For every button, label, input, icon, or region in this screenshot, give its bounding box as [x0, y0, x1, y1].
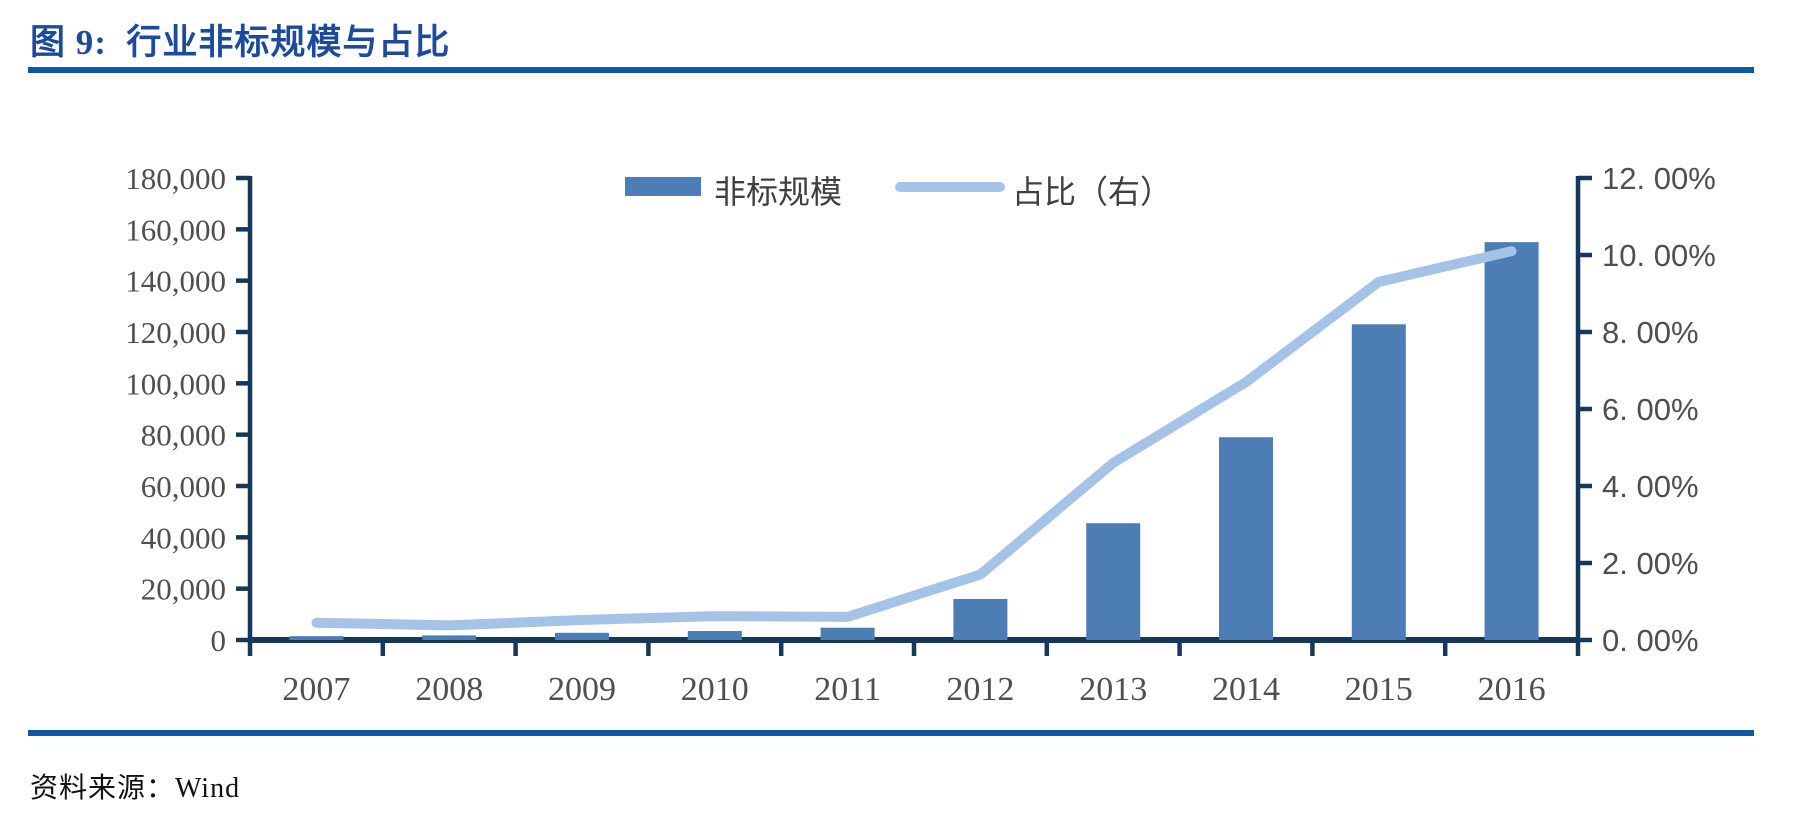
left-axis-tick-label: 180,000 [125, 161, 226, 196]
left-axis-tick-label: 120,000 [125, 315, 226, 350]
proportion-line [311, 246, 1517, 631]
x-axis-tick-label: 2013 [1079, 671, 1147, 708]
right-axis-tick-label: 12. 00% [1602, 161, 1716, 196]
legend-line-label: 占比（右） [1012, 174, 1172, 210]
bar [1219, 437, 1273, 640]
source-rule [28, 730, 1754, 736]
left-axis-tick-label: 160,000 [125, 212, 226, 247]
legend-bar-swatch [625, 177, 701, 196]
x-axis-tick-label: 2008 [415, 671, 483, 708]
bar [1351, 324, 1406, 640]
right-axis-tick-label: 8. 00% [1602, 315, 1699, 350]
bar [1484, 242, 1539, 640]
right-axis-tick-label: 6. 00% [1602, 392, 1699, 427]
right-axis-tick-label: 2. 00% [1602, 546, 1699, 581]
legend: 非标规模 占比（右） [625, 174, 1172, 210]
x-axis-tick-label: 2010 [681, 671, 749, 708]
bar [555, 632, 609, 640]
bar-series [289, 242, 1539, 640]
bar [289, 636, 344, 640]
right-axis-tick-label: 10. 00% [1602, 238, 1716, 273]
left-axis-tick-label: 140,000 [125, 264, 226, 299]
bar [1086, 523, 1141, 640]
x-axis-tick-label: 2009 [548, 671, 616, 708]
bar [820, 627, 875, 640]
legend-bar-label: 非标规模 [714, 174, 842, 210]
left-axis-tick-label: 60,000 [141, 469, 226, 504]
right-axis-tick-label: 4. 00% [1602, 469, 1699, 504]
x-axis-tick-label: 2007 [282, 671, 350, 708]
left-axis-tick-label: 20,000 [141, 572, 226, 607]
source-text: 资料来源：Wind [30, 773, 241, 804]
right-axis-tick-label: 0. 00% [1602, 623, 1699, 658]
x-axis-tick-label: 2014 [1212, 671, 1280, 708]
bar [687, 631, 742, 640]
bar [953, 598, 1008, 640]
axes: 180,000 160,000 140,000 120,000 100,000 80,00… [125, 161, 1716, 708]
figure-title: 图 9: 行业非标规模与占比 [30, 23, 451, 62]
left-axis-tick-label: 100,000 [125, 366, 226, 401]
left-axis-tick-label: 40,000 [141, 520, 226, 555]
x-axis-tick-label: 2011 [814, 671, 881, 708]
x-axis-tick-label: 2015 [1345, 671, 1413, 708]
title-rule [28, 67, 1754, 73]
bar [422, 635, 477, 640]
left-axis-tick-label: 80,000 [141, 418, 226, 453]
left-axis-tick-label: 0 [211, 623, 227, 658]
x-axis-tick-label: 2012 [946, 671, 1014, 708]
x-axis-tick-label: 2016 [1478, 671, 1546, 708]
